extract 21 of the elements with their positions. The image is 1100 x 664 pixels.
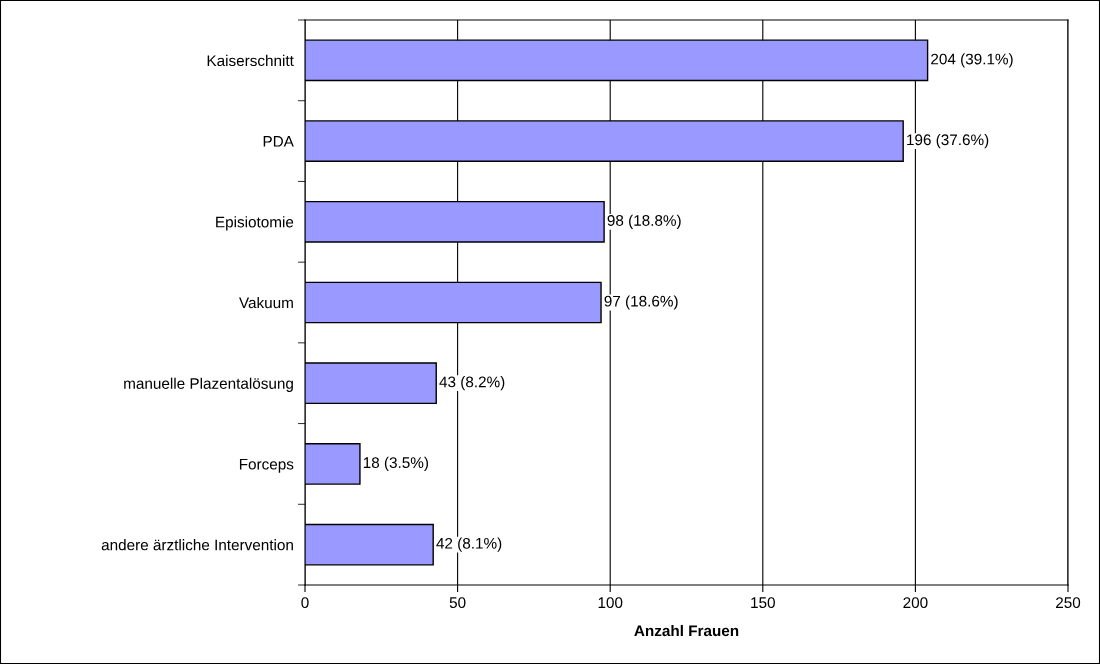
x-tick-label: 200 bbox=[903, 597, 928, 609]
y-tick-label: PDA bbox=[263, 136, 294, 147]
data-label: 18 (3.5%) bbox=[363, 456, 428, 472]
data-label: 97 (18.6%) bbox=[604, 295, 678, 310]
data-label: 98 (18.8%) bbox=[607, 214, 681, 229]
y-tick-label: manuelle Plazentalösung bbox=[124, 377, 293, 392]
data-label: 42 (8.1%) bbox=[436, 537, 502, 552]
x-tick-label: 250 bbox=[1056, 597, 1081, 609]
x-tick-label: 150 bbox=[751, 597, 775, 609]
x-tick-label: 0 bbox=[301, 597, 309, 609]
x-tick-label: 100 bbox=[598, 597, 623, 609]
y-tick-label: Vakuum bbox=[239, 296, 293, 309]
data-label: 43 (8.2%) bbox=[439, 376, 505, 391]
y-tick-label: Kaiserschnitt bbox=[207, 54, 294, 67]
data-label: 204 (39.1%) bbox=[931, 53, 1013, 68]
y-tick-label: Forceps bbox=[239, 458, 294, 473]
y-tick-label: Episiotomie bbox=[216, 216, 294, 231]
x-tick-label: 50 bbox=[449, 597, 466, 609]
data-label: 196 (37.6%) bbox=[907, 133, 989, 149]
x-axis-title: Anzahl Frauen bbox=[634, 624, 739, 637]
y-tick-label: andere ärztliche Intervention bbox=[101, 539, 293, 551]
